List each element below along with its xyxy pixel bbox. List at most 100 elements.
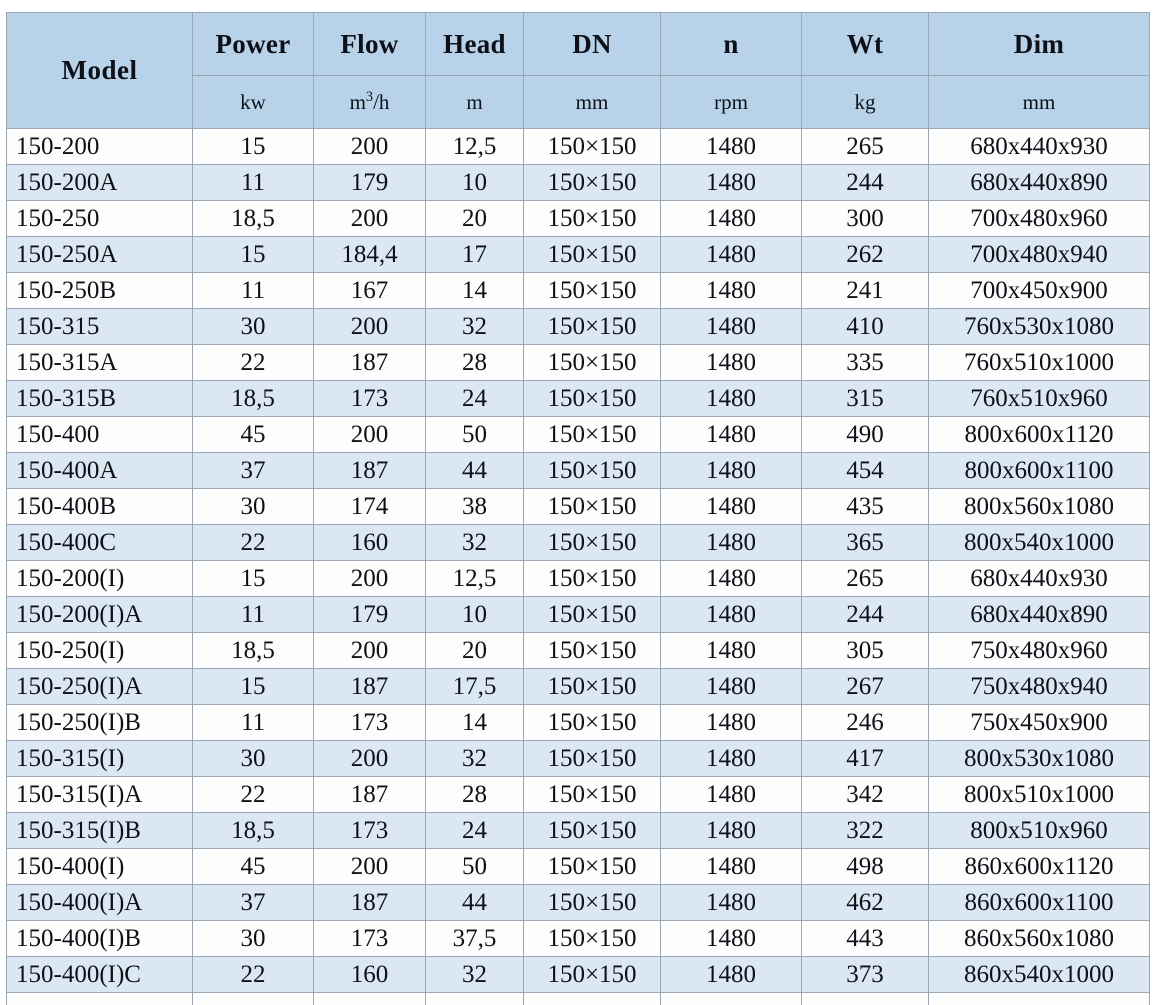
cell-power-kw: 30 bbox=[193, 741, 314, 777]
cell-dim-mm: 700x450x900 bbox=[929, 273, 1150, 309]
cell-power-kw: 11 bbox=[193, 273, 314, 309]
cell-flow-m3h: 200 bbox=[314, 417, 426, 453]
column-header-model: Model bbox=[7, 13, 193, 129]
cell-dn-mm: 150×150 bbox=[524, 669, 661, 705]
cell-model: 150-250A bbox=[7, 237, 193, 273]
cell-wt-kg-partial bbox=[802, 993, 929, 1005]
cell-power-kw: 18,5 bbox=[193, 381, 314, 417]
cell-power-kw: 37 bbox=[193, 453, 314, 489]
cell-dn-mm-partial bbox=[524, 993, 661, 1005]
column-header-head: Head bbox=[426, 13, 524, 76]
header-row-main: Model Power Flow Head DN n Wt Dim bbox=[7, 13, 1150, 76]
cell-dn-mm: 150×150 bbox=[524, 273, 661, 309]
cell-dim-mm: 760x530x1080 bbox=[929, 309, 1150, 345]
cell-wt-kg: 342 bbox=[802, 777, 929, 813]
cell-dim-mm: 680x440x890 bbox=[929, 165, 1150, 201]
cell-model: 150-400(I)B bbox=[7, 921, 193, 957]
column-unit-dim: mm bbox=[929, 76, 1150, 129]
cell-model: 150-400 bbox=[7, 417, 193, 453]
cell-head-m: 24 bbox=[426, 381, 524, 417]
cell-flow-m3h: 200 bbox=[314, 201, 426, 237]
cell-dn-mm: 150×150 bbox=[524, 381, 661, 417]
cell-dn-mm: 150×150 bbox=[524, 813, 661, 849]
cell-flow-m3h: 174 bbox=[314, 489, 426, 525]
cell-n-rpm: 1480 bbox=[661, 921, 802, 957]
cell-head-m: 24 bbox=[426, 813, 524, 849]
column-unit-head: m bbox=[426, 76, 524, 129]
column-unit-dn: mm bbox=[524, 76, 661, 129]
cell-model: 150-400(I)C bbox=[7, 957, 193, 993]
cell-power-kw-partial bbox=[193, 993, 314, 1005]
cell-flow-m3h: 173 bbox=[314, 921, 426, 957]
cell-n-rpm: 1480 bbox=[661, 237, 802, 273]
column-unit-wt: kg bbox=[802, 76, 929, 129]
column-unit-n: rpm bbox=[661, 76, 802, 129]
cell-model: 150-400(I) bbox=[7, 849, 193, 885]
cell-dim-mm: 700x480x940 bbox=[929, 237, 1150, 273]
cell-flow-m3h: 187 bbox=[314, 453, 426, 489]
cell-dim-mm: 800x510x960 bbox=[929, 813, 1150, 849]
cell-head-m: 28 bbox=[426, 777, 524, 813]
cell-model: 150-400(I)A bbox=[7, 885, 193, 921]
cell-flow-m3h: 173 bbox=[314, 705, 426, 741]
cell-model: 150-315(I) bbox=[7, 741, 193, 777]
cell-wt-kg: 244 bbox=[802, 597, 929, 633]
cell-dim-mm: 800x600x1100 bbox=[929, 453, 1150, 489]
cell-head-m: 10 bbox=[426, 597, 524, 633]
cell-dn-mm: 150×150 bbox=[524, 705, 661, 741]
cell-power-kw: 22 bbox=[193, 525, 314, 561]
cell-flow-m3h: 160 bbox=[314, 525, 426, 561]
cell-dn-mm: 150×150 bbox=[524, 777, 661, 813]
cell-power-kw: 30 bbox=[193, 489, 314, 525]
cell-dim-mm: 800x600x1120 bbox=[929, 417, 1150, 453]
cell-model: 150-250(I)B bbox=[7, 705, 193, 741]
cell-head-m: 38 bbox=[426, 489, 524, 525]
cell-model: 150-315(I)A bbox=[7, 777, 193, 813]
cell-n-rpm: 1480 bbox=[661, 345, 802, 381]
cell-power-kw: 18,5 bbox=[193, 201, 314, 237]
cell-wt-kg: 315 bbox=[802, 381, 929, 417]
cell-n-rpm: 1480 bbox=[661, 309, 802, 345]
table-row-partial bbox=[7, 993, 1150, 1005]
cell-wt-kg: 300 bbox=[802, 201, 929, 237]
cell-model: 150-250 bbox=[7, 201, 193, 237]
cell-n-rpm: 1480 bbox=[661, 633, 802, 669]
cell-dim-mm: 700x480x960 bbox=[929, 201, 1150, 237]
cell-dn-mm: 150×150 bbox=[524, 597, 661, 633]
cell-n-rpm: 1480 bbox=[661, 129, 802, 165]
table-header: Model Power Flow Head DN n Wt Dim kw m3/… bbox=[7, 13, 1150, 129]
cell-dn-mm: 150×150 bbox=[524, 489, 661, 525]
cell-power-kw: 22 bbox=[193, 345, 314, 381]
cell-power-kw: 18,5 bbox=[193, 633, 314, 669]
cell-n-rpm: 1480 bbox=[661, 489, 802, 525]
cell-wt-kg: 262 bbox=[802, 237, 929, 273]
cell-wt-kg: 335 bbox=[802, 345, 929, 381]
cell-flow-m3h: 187 bbox=[314, 345, 426, 381]
cell-wt-kg: 490 bbox=[802, 417, 929, 453]
column-header-dim: Dim bbox=[929, 13, 1150, 76]
cell-flow-m3h: 187 bbox=[314, 669, 426, 705]
cell-head-m: 20 bbox=[426, 201, 524, 237]
cell-dn-mm: 150×150 bbox=[524, 201, 661, 237]
cell-flow-m3h: 200 bbox=[314, 309, 426, 345]
cell-wt-kg: 244 bbox=[802, 165, 929, 201]
cell-power-kw: 11 bbox=[193, 597, 314, 633]
column-header-n: n bbox=[661, 13, 802, 76]
cell-model-partial bbox=[7, 993, 193, 1005]
cell-head-m: 37,5 bbox=[426, 921, 524, 957]
cell-flow-m3h: 184,4 bbox=[314, 237, 426, 273]
column-header-dn: DN bbox=[524, 13, 661, 76]
cell-head-m: 44 bbox=[426, 885, 524, 921]
cell-flow-m3h: 160 bbox=[314, 957, 426, 993]
cell-n-rpm: 1480 bbox=[661, 417, 802, 453]
cell-dn-mm: 150×150 bbox=[524, 849, 661, 885]
cell-dn-mm: 150×150 bbox=[524, 921, 661, 957]
cell-dim-mm: 800x540x1000 bbox=[929, 525, 1150, 561]
